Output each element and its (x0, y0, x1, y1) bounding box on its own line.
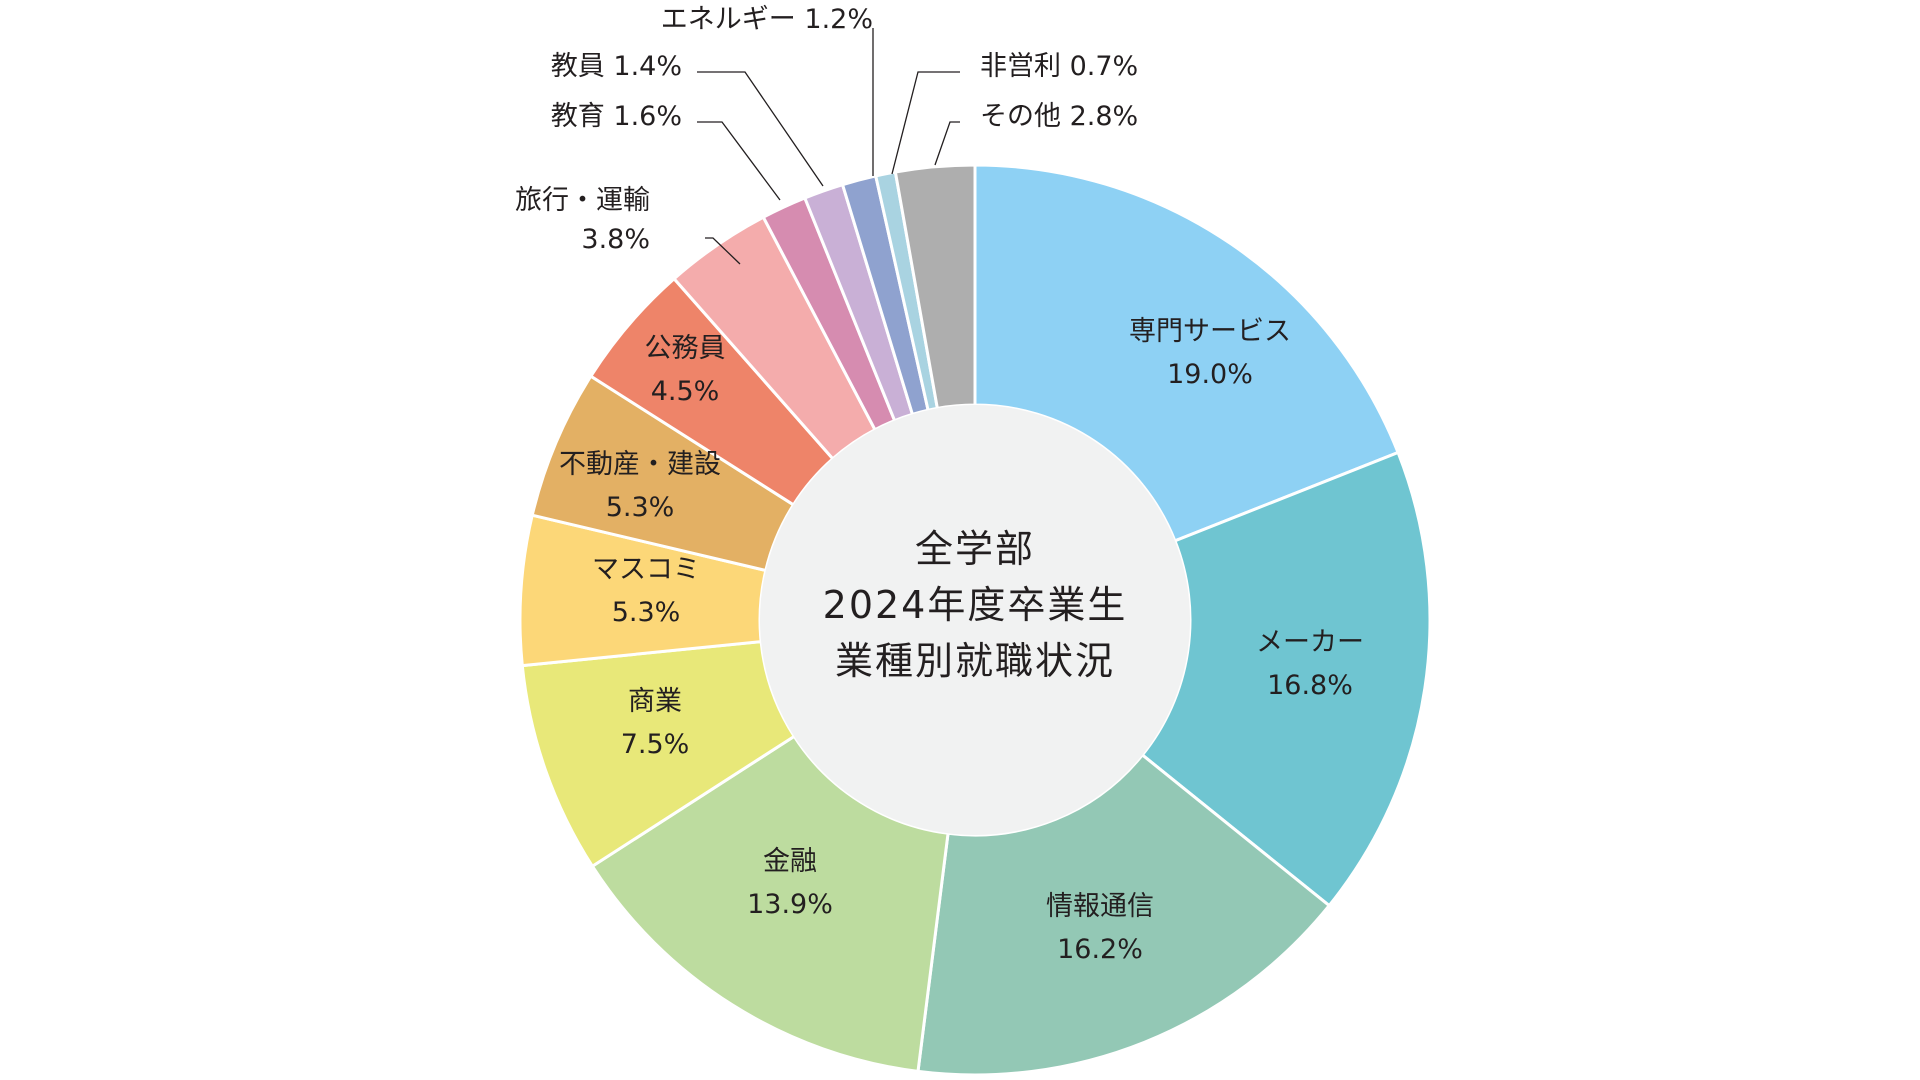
center-title-line-2: 2024年度卒業生 (823, 583, 1128, 627)
slice-label-0: 専門サービス (1129, 316, 1291, 347)
slice-label-5: マスコミ (592, 554, 700, 585)
slice-text-9: 教育 1.6% (551, 101, 682, 132)
slice-label-6: 不動産・建設 (559, 449, 721, 480)
slice-text-11: エネルギー 1.2% (661, 4, 873, 35)
slice-value-2: 16.2% (1057, 934, 1143, 965)
slice-value-10: 1.4% (613, 51, 682, 82)
slice-text-10: 教員 1.4% (551, 51, 682, 82)
center-title-line-1: 全学部 (915, 527, 1035, 571)
slice-value-8: 3.8% (581, 224, 650, 255)
center-title-line-3: 業種別就職状況 (835, 639, 1115, 683)
slice-label-12: 非営利 (980, 51, 1070, 82)
slice-value-12: 0.7% (1070, 51, 1139, 82)
slice-label-8: 旅行・運輸 (515, 185, 650, 216)
slice-value-4: 7.5% (621, 729, 690, 760)
leader-line-8 (705, 237, 741, 265)
slice-label-9: 教育 (551, 101, 614, 132)
slice-value-1: 16.8% (1267, 670, 1353, 701)
slice-value-6: 5.3% (606, 492, 675, 523)
slice-label-4: 商業 (628, 686, 682, 717)
donut-center (760, 405, 1190, 835)
slice-value-11: 1.2% (804, 4, 873, 35)
slice-value-9: 1.6% (613, 101, 682, 132)
slice-label-7: 公務員 (645, 333, 726, 364)
slice-label-3: 金融 (763, 846, 817, 877)
leader-line-12 (891, 71, 960, 175)
slice-text-12: 非営利 0.7% (980, 51, 1138, 82)
slice-value-7: 4.5% (651, 376, 720, 407)
slice-label-10: 教員 (551, 51, 614, 82)
leader-line-9 (697, 121, 781, 201)
slice-text-13: その他 2.8% (980, 101, 1138, 132)
slice-value-0: 19.0% (1167, 359, 1253, 390)
slice-value-3: 13.9% (747, 889, 833, 920)
slice-value-5: 5.3% (612, 597, 681, 628)
slice-label-2: 情報通信 (1046, 891, 1154, 922)
slice-label-1: メーカー (1256, 627, 1364, 658)
slice-value-13: 2.8% (1070, 101, 1139, 132)
leader-line-10 (697, 71, 824, 187)
slice-label-13: その他 (980, 101, 1070, 132)
leader-line-13 (934, 121, 960, 166)
slice-label-11: エネルギー (661, 4, 805, 35)
